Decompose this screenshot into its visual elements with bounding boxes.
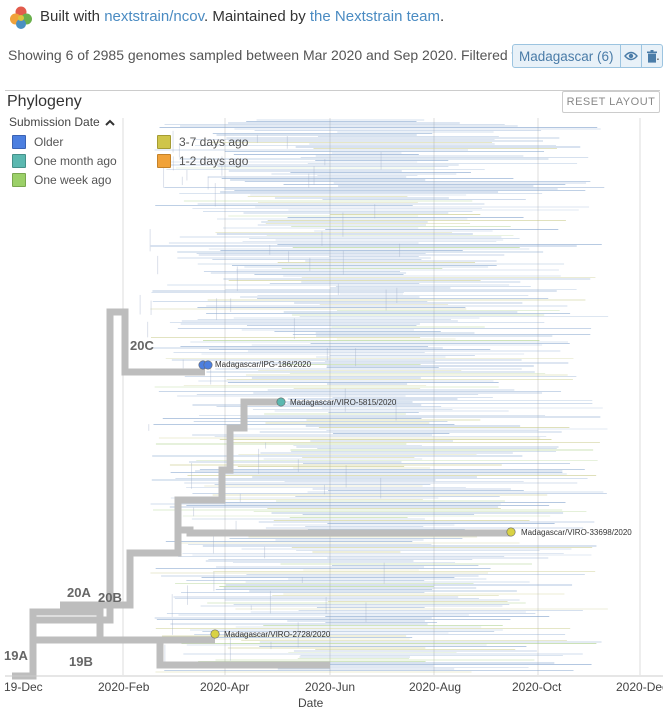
- axis-tick-label: 2020-Feb: [98, 680, 150, 694]
- tip-label: Madagascar/VIRO-2728/2020: [224, 630, 331, 639]
- legend-item-older[interactable]: Older: [12, 135, 63, 149]
- branch-group: [139, 119, 609, 673]
- highlighted-lineage: [33, 308, 205, 624]
- chevron-up-icon: [105, 119, 115, 126]
- legend-item-one-week-ago[interactable]: One week ago: [12, 173, 111, 187]
- legend-swatch: [157, 135, 171, 149]
- legend-label: 3-7 days ago: [179, 135, 249, 149]
- reset-layout-button[interactable]: RESET LAYOUT: [562, 91, 660, 113]
- nextstrain-ncov-link[interactable]: nextstrain/ncov: [104, 8, 204, 25]
- legend-swatch: [12, 154, 26, 168]
- legend-item-one-month-ago[interactable]: One month ago: [12, 154, 117, 168]
- nextstrain-logo-icon[interactable]: [8, 4, 34, 30]
- filter-trailing: .: [656, 47, 660, 63]
- legend-swatch: [157, 154, 171, 168]
- clade-label: 19B: [69, 654, 93, 669]
- legend-label: One week ago: [34, 173, 112, 187]
- axis-title: Date: [298, 696, 324, 710]
- header-suffix: .: [439, 8, 445, 25]
- nextstrain-team-link[interactable]: the Nextstrain team: [309, 8, 440, 25]
- tip-marker: [276, 397, 286, 407]
- axis-tick-label: 2020-Jun: [305, 680, 356, 694]
- built-prefix: Built with: [40, 8, 105, 25]
- tip-label: Madagascar/IPG-186/2020: [215, 360, 312, 369]
- filter-badge[interactable]: Madagascar (6): [512, 44, 663, 68]
- tip-label: Madagascar/VIRO-5815/2020: [290, 398, 397, 407]
- axis-tick-label: 19-Dec: [4, 680, 43, 694]
- maintained-prefix: . Maintained by: [203, 8, 310, 25]
- filter-summary: Showing 6 of 2985 genomes sampled betwee…: [8, 47, 524, 63]
- header-credits: Built with nextstrain/ncov. Maintained b…: [40, 8, 444, 25]
- tip-marker: [506, 527, 516, 537]
- clade-label: 20B: [98, 590, 122, 605]
- tip-marker: [210, 629, 220, 639]
- axis-tick-label: 2020-Oct: [512, 680, 562, 694]
- legend-label: 1-2 days ago: [179, 154, 249, 168]
- legend-item-1-2-days-ago[interactable]: 1-2 days ago: [157, 154, 248, 168]
- panel-title: Phylogeny: [7, 93, 82, 110]
- axis-tick-label: 2020-Aug: [409, 680, 462, 694]
- clade-label: 19A: [4, 648, 28, 663]
- legend-item-3-7-days-ago[interactable]: 3-7 days ago: [157, 135, 248, 149]
- tip-label: Madagascar/VIRO-33698/2020: [521, 528, 632, 537]
- eye-icon[interactable]: [619, 45, 641, 67]
- filter-badge-label: Madagascar (6): [519, 48, 614, 64]
- trash-icon[interactable]: [640, 45, 662, 67]
- highlighted-lineage: [12, 608, 330, 680]
- legend-label: Older: [34, 135, 64, 149]
- axis-tick-label: 2020-Apr: [200, 680, 250, 694]
- legend-swatch: [12, 135, 26, 149]
- axis-tick-label: 2020-Dec: [616, 680, 663, 694]
- legend-title: Submission Date: [9, 115, 100, 129]
- phylogeny-tree[interactable]: Madagascar/IPG-186/2020 Madagascar/VIRO-5…: [0, 110, 663, 680]
- clade-label: 20A: [67, 585, 91, 600]
- highlighted-lineage: [178, 526, 510, 537]
- tip-marker: [203, 360, 213, 370]
- header: Built with nextstrain/ncov. Maintained b…: [0, 0, 663, 40]
- legend-swatch: [12, 173, 26, 187]
- legend-toggle[interactable]: Submission Date: [9, 115, 115, 129]
- highlighted-lineage: [60, 398, 280, 609]
- panel-divider: [5, 90, 660, 91]
- clade-label: 20C: [130, 338, 154, 353]
- legend-label: One month ago: [34, 154, 117, 168]
